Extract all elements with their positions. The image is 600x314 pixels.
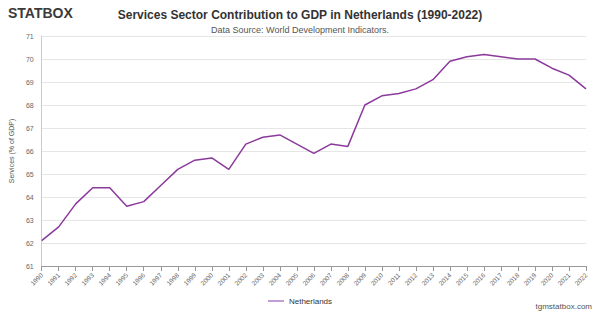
svg-text:STATBOX: STATBOX <box>8 5 73 21</box>
svg-text:1993: 1993 <box>80 271 95 286</box>
svg-text:1991: 1991 <box>46 271 61 286</box>
svg-text:2020: 2020 <box>539 271 554 286</box>
svg-text:65: 65 <box>26 171 34 178</box>
svg-text:61: 61 <box>26 263 34 270</box>
svg-text:1990: 1990 <box>29 271 44 286</box>
svg-text:2018: 2018 <box>505 271 520 286</box>
svg-text:2021: 2021 <box>556 271 571 286</box>
svg-text:2012: 2012 <box>403 271 418 286</box>
svg-text:1995: 1995 <box>114 271 129 286</box>
svg-text:2019: 2019 <box>522 271 537 286</box>
svg-text:Netherlands: Netherlands <box>289 297 332 306</box>
svg-text:tgmstatbox.com: tgmstatbox.com <box>536 302 593 311</box>
svg-text:2006: 2006 <box>301 271 316 286</box>
svg-text:1996: 1996 <box>131 271 146 286</box>
svg-text:Services Sector Contribution t: Services Sector Contribution to GDP in N… <box>118 8 483 22</box>
svg-text:Data Source: World Development: Data Source: World Development Indicator… <box>211 25 389 35</box>
svg-text:2011: 2011 <box>387 271 402 286</box>
svg-text:64: 64 <box>26 194 34 201</box>
svg-text:2015: 2015 <box>454 271 469 286</box>
svg-text:2001: 2001 <box>216 271 231 286</box>
svg-text:1997: 1997 <box>148 271 163 286</box>
svg-text:2000: 2000 <box>199 271 214 286</box>
svg-text:2002: 2002 <box>233 271 248 286</box>
svg-text:66: 66 <box>26 148 34 155</box>
svg-text:63: 63 <box>26 217 34 224</box>
svg-text:2005: 2005 <box>284 271 299 286</box>
svg-text:69: 69 <box>26 79 34 86</box>
svg-text:1998: 1998 <box>165 271 180 286</box>
svg-text:2008: 2008 <box>335 271 350 286</box>
svg-text:2009: 2009 <box>352 271 367 286</box>
svg-text:2013: 2013 <box>420 271 435 286</box>
svg-text:62: 62 <box>26 240 34 247</box>
svg-text:2016: 2016 <box>471 271 486 286</box>
svg-text:2003: 2003 <box>250 271 265 286</box>
svg-text:71: 71 <box>26 33 34 40</box>
svg-text:Services (% of GDP): Services (% of GDP) <box>8 119 16 184</box>
svg-text:2017: 2017 <box>488 271 503 286</box>
svg-text:1999: 1999 <box>182 271 197 286</box>
svg-text:2010: 2010 <box>369 271 384 286</box>
svg-text:2004: 2004 <box>267 271 282 286</box>
svg-text:67: 67 <box>26 125 34 132</box>
svg-text:70: 70 <box>26 56 34 63</box>
svg-text:2014: 2014 <box>437 271 452 286</box>
svg-text:68: 68 <box>26 102 34 109</box>
svg-text:2007: 2007 <box>318 271 333 286</box>
svg-text:2022: 2022 <box>573 271 588 286</box>
svg-text:1994: 1994 <box>97 271 112 286</box>
svg-text:1992: 1992 <box>63 271 78 286</box>
